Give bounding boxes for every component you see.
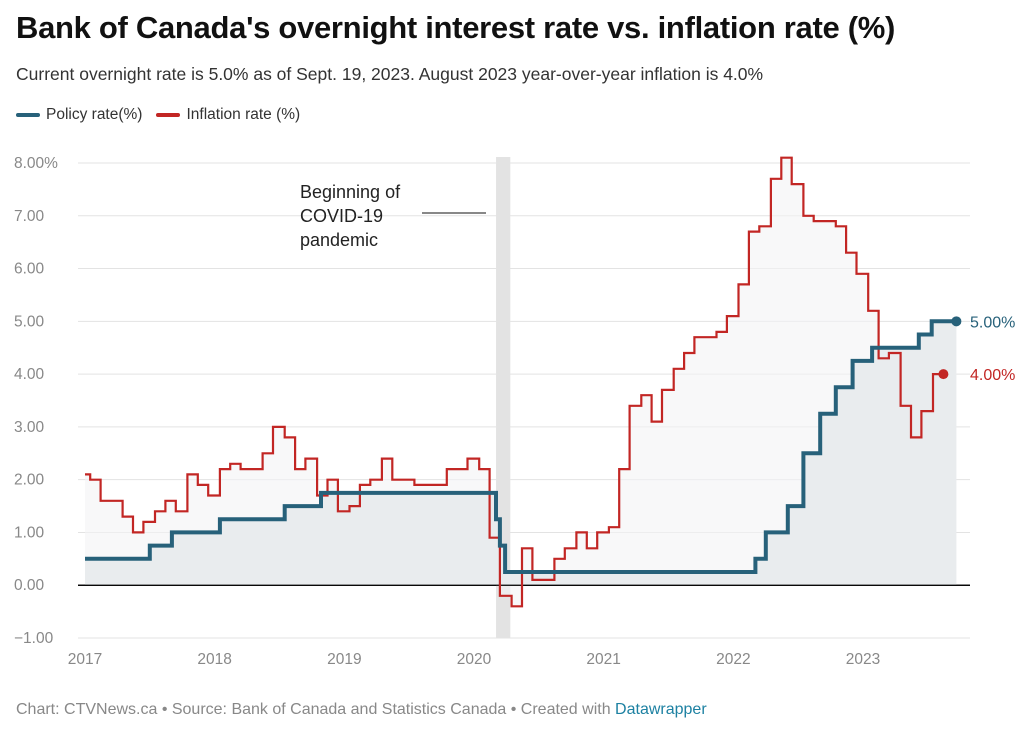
policy-line: [85, 319, 957, 574]
y-tick-label: 2.00: [14, 472, 45, 489]
x-tick-label: 2019: [327, 651, 361, 668]
legend-swatch-policy: [16, 113, 40, 117]
annotation-text: COVID-19: [300, 206, 383, 226]
y-tick-label: 7.00: [14, 208, 45, 225]
annotation-text: pandemic: [300, 230, 378, 250]
chart-title: Bank of Canada's overnight interest rate…: [16, 10, 896, 45]
chart-subtitle: Current overnight rate is 5.0% as of Sep…: [16, 64, 764, 84]
policy-area: [85, 321, 957, 586]
datawrapper-link[interactable]: Datawrapper: [615, 701, 707, 718]
x-tick-label: 2020: [457, 651, 492, 668]
legend-swatch-inflation: [156, 113, 181, 117]
inflation-end-point: [938, 369, 949, 380]
legend-item-policy: Policy rate(%): [16, 106, 142, 124]
inflation-line: [85, 156, 944, 608]
y-tick-label: −1.00: [14, 630, 54, 647]
legend-item-inflation: Inflation rate (%): [156, 106, 300, 124]
x-tick-label: 2018: [197, 651, 231, 668]
x-tick-label: 2022: [716, 651, 750, 668]
x-tick-label: 2023: [846, 651, 880, 668]
y-tick-label: 3.00: [14, 419, 45, 436]
legend: Policy rate(%) Inflation rate (%): [16, 106, 314, 124]
y-tick-label: 4.00: [14, 366, 45, 383]
legend-label-policy: Policy rate(%): [46, 106, 143, 123]
inflation-area: [85, 157, 944, 607]
inflation-end-label: 4.00%: [970, 367, 1015, 384]
y-tick-label: 1.00: [14, 524, 45, 541]
legend-label-inflation: Inflation rate (%): [186, 106, 301, 123]
policy-end-label: 5.00%: [970, 314, 1015, 331]
footer-credit: Chart: CTVNews.ca • Source: Bank of Cana…: [16, 701, 616, 718]
y-tick-label: 5.00: [14, 313, 45, 330]
y-tick-label: 8.00%: [14, 155, 58, 172]
annotation-text: Beginning of: [300, 182, 401, 202]
line-chart: 8.00% 7.00 6.00 5.00 4.00 3.00 2.00 1.00 0.00 −1.…: [14, 155, 1015, 668]
y-tick-label: 0.00: [14, 577, 45, 594]
chart-footer: Chart: CTVNews.ca • Source: Bank of Cana…: [16, 701, 707, 719]
y-tick-label: 6.00: [14, 261, 45, 278]
x-tick-label: 2021: [586, 651, 620, 668]
policy-end-point: [951, 316, 962, 327]
x-tick-label: 2017: [68, 651, 102, 668]
